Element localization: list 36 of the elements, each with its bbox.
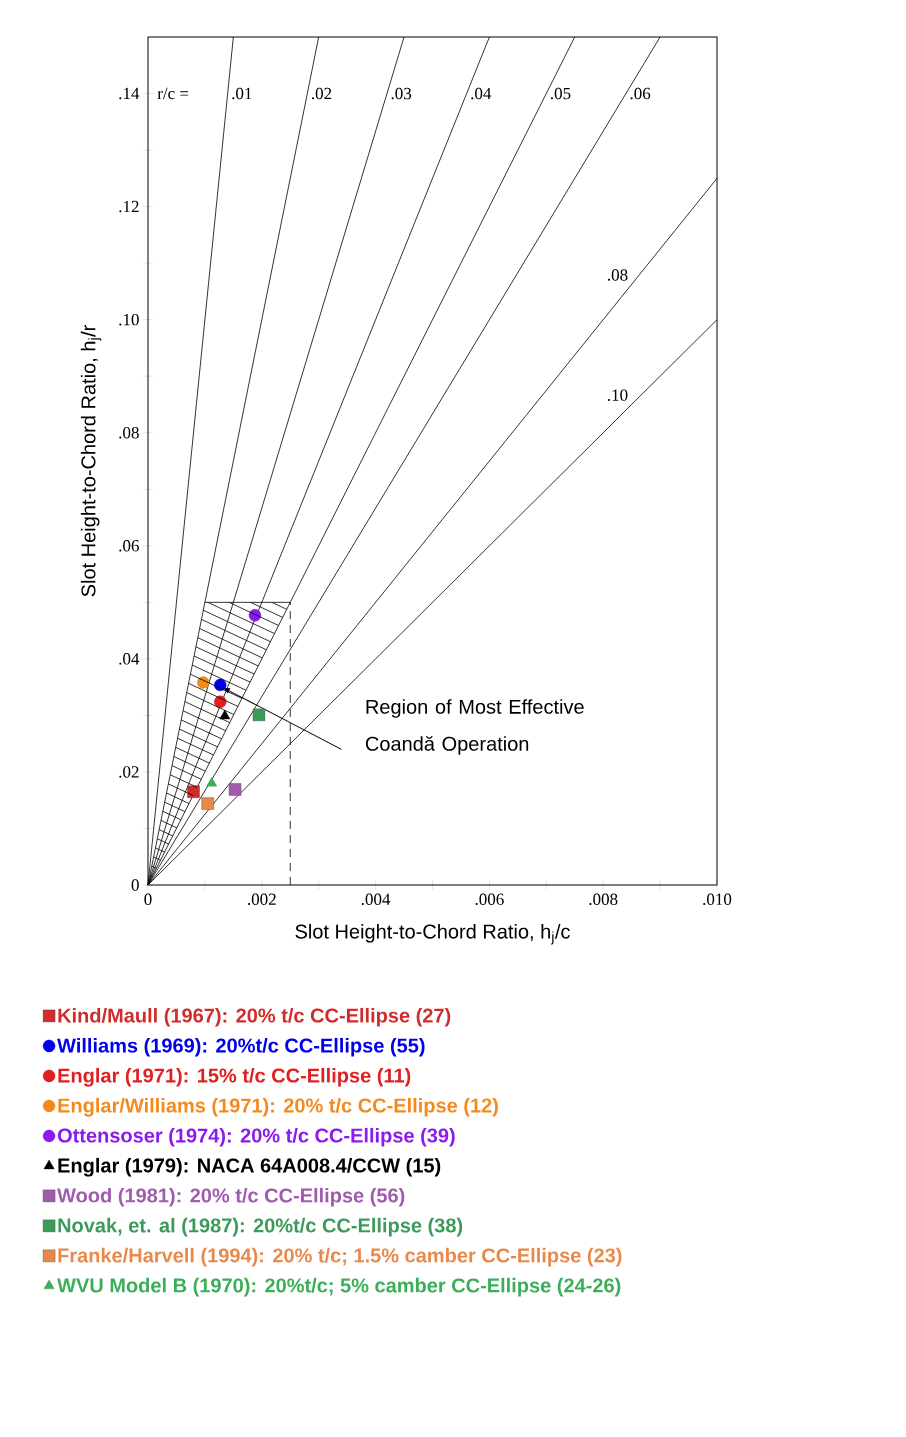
x-tick-label: 0 (144, 893, 152, 906)
annotation: Region of Most Effective Coandă Operation (365, 699, 584, 755)
series-label: .04 (471, 87, 492, 100)
series-label: .03 (391, 87, 412, 100)
y-tick-label: 0 (131, 879, 139, 891)
x-tick-label: .008 (589, 893, 618, 906)
legend-label: Kind/Maull (1967): 20% t/c CC-Ellipse (27) (58, 1007, 451, 1027)
x-tick-label: .006 (475, 893, 504, 906)
legend-label: Franke/Harvell (1994): 20% t/c; 1.5% camber CC-Ellipse (23) (58, 1247, 622, 1267)
series-label: .05 (550, 87, 571, 100)
x-axis-title: Slot Height-to-Chord Ratio, h$_{j}$/c (295, 923, 570, 945)
legend-label: WVU Model B (1970): 20%t/c; 5% camber CC-Ellipse (24-26) (57, 1277, 621, 1297)
legend-label: Wood (1981): 20% t/c CC-Ellipse (56) (57, 1187, 405, 1207)
legend-label: Ottensoser (1974): 20% t/c CC-Ellipse (39) (57, 1127, 455, 1147)
x-tick-label: .002 (248, 893, 276, 906)
annotation: r/c = (157, 87, 189, 100)
legend-label: Englar (1979): NACA 64A008.4/CCW (15) (58, 1157, 441, 1177)
legend-label: Novak, et. al (1987): 20%t/c CC-Ellipse (38) (58, 1217, 463, 1237)
series-label: .02 (311, 87, 332, 100)
legend-label: Englar (1971): 15% t/c CC-Ellipse (11) (58, 1067, 411, 1087)
x-tick-label: .004 (361, 893, 391, 906)
y-tick-label: .14 (119, 87, 140, 100)
series-label: .08 (607, 269, 628, 281)
y-tick-label: .06 (119, 540, 139, 552)
x-tick-label: .010 (703, 893, 732, 906)
y-tick-label: .04 (119, 653, 140, 665)
y-tick-label: .10 (119, 313, 139, 326)
legend-label: Englar/Williams (1971): 20% t/c CC-Ellipse (12) (58, 1097, 498, 1117)
y-axis-title: Slot Height-to-Chord Ratio, h$_{j}$/r (80, 325, 102, 597)
y-tick-label: .08 (119, 426, 139, 439)
series-label: .01 (232, 87, 252, 100)
series-label: .10 (607, 389, 628, 401)
y-tick-label: .12 (119, 200, 139, 213)
series-label: .06 (630, 87, 651, 100)
y-tick-label: .02 (119, 766, 139, 778)
legend-label: Williams (1969): 20%t/c CC-Ellipse (55) (57, 1037, 425, 1057)
